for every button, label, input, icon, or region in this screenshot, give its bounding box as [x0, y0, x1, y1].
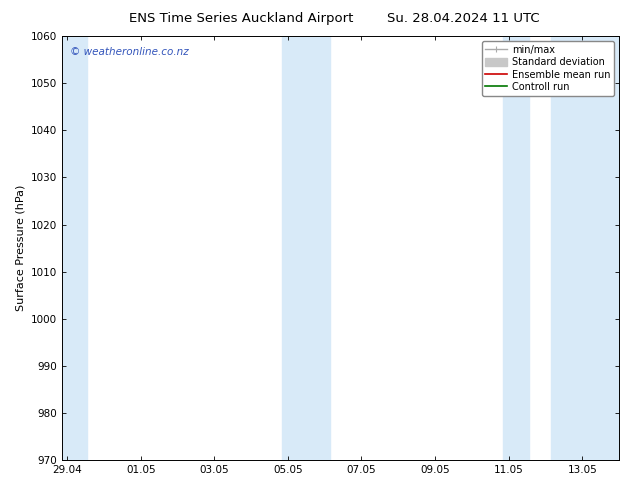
- Text: ENS Time Series Auckland Airport: ENS Time Series Auckland Airport: [129, 12, 353, 25]
- Legend: min/max, Standard deviation, Ensemble mean run, Controll run: min/max, Standard deviation, Ensemble me…: [482, 41, 614, 96]
- Bar: [61, 36, 87, 460]
- Text: Su. 28.04.2024 11 UTC: Su. 28.04.2024 11 UTC: [387, 12, 539, 25]
- Bar: [551, 36, 619, 460]
- Text: © weatheronline.co.nz: © weatheronline.co.nz: [70, 47, 189, 57]
- Bar: [503, 36, 529, 460]
- Bar: [282, 36, 330, 460]
- Y-axis label: Surface Pressure (hPa): Surface Pressure (hPa): [15, 185, 25, 311]
